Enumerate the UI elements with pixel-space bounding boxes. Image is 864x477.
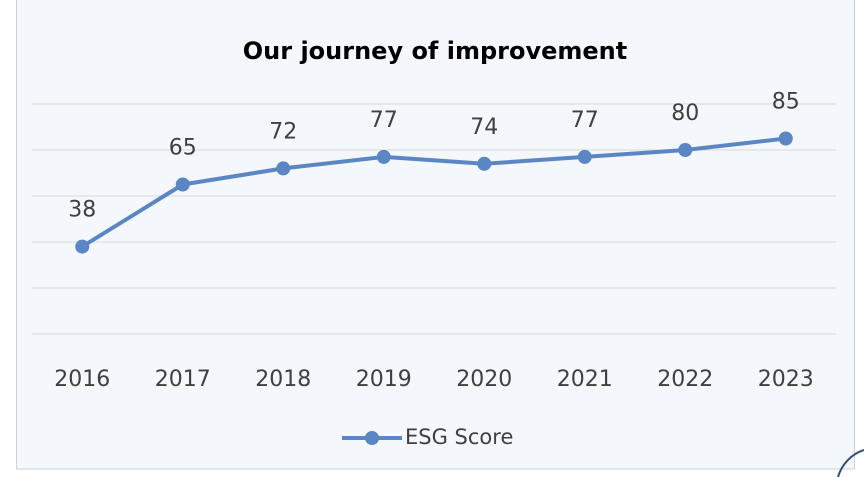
data-label: 77 (571, 108, 599, 133)
data-label: 38 (68, 198, 96, 223)
data-label: 65 (169, 136, 197, 161)
data-point (678, 143, 693, 157)
corner-decoration (837, 449, 864, 477)
data-label: 72 (269, 119, 297, 144)
x-tick-label: 2017 (155, 367, 211, 392)
x-tick-label: 2021 (557, 367, 613, 392)
legend-marker (365, 431, 379, 445)
data-label: 77 (370, 108, 398, 133)
data-point (577, 149, 592, 164)
chart-title: Our journey of improvement (243, 37, 627, 65)
data-point (477, 156, 492, 171)
x-tick-label: 2019 (356, 367, 412, 392)
data-point (778, 131, 793, 146)
data-label: 85 (772, 90, 800, 115)
x-tick-label: 2016 (54, 367, 110, 392)
series-line (81, 136, 786, 249)
x-tick-label: 2020 (456, 367, 512, 392)
x-tick-label: 2023 (758, 367, 814, 392)
data-point (376, 149, 391, 164)
data-point (175, 177, 190, 192)
data-label: 80 (671, 101, 699, 126)
legend-label: ESG Score (405, 425, 513, 449)
data-point (276, 161, 291, 176)
data-label: 74 (470, 115, 498, 140)
data-point (75, 239, 90, 254)
x-tick-label: 2018 (255, 367, 311, 392)
chart-frame (16, 0, 855, 470)
x-tick-label: 2022 (657, 367, 713, 392)
